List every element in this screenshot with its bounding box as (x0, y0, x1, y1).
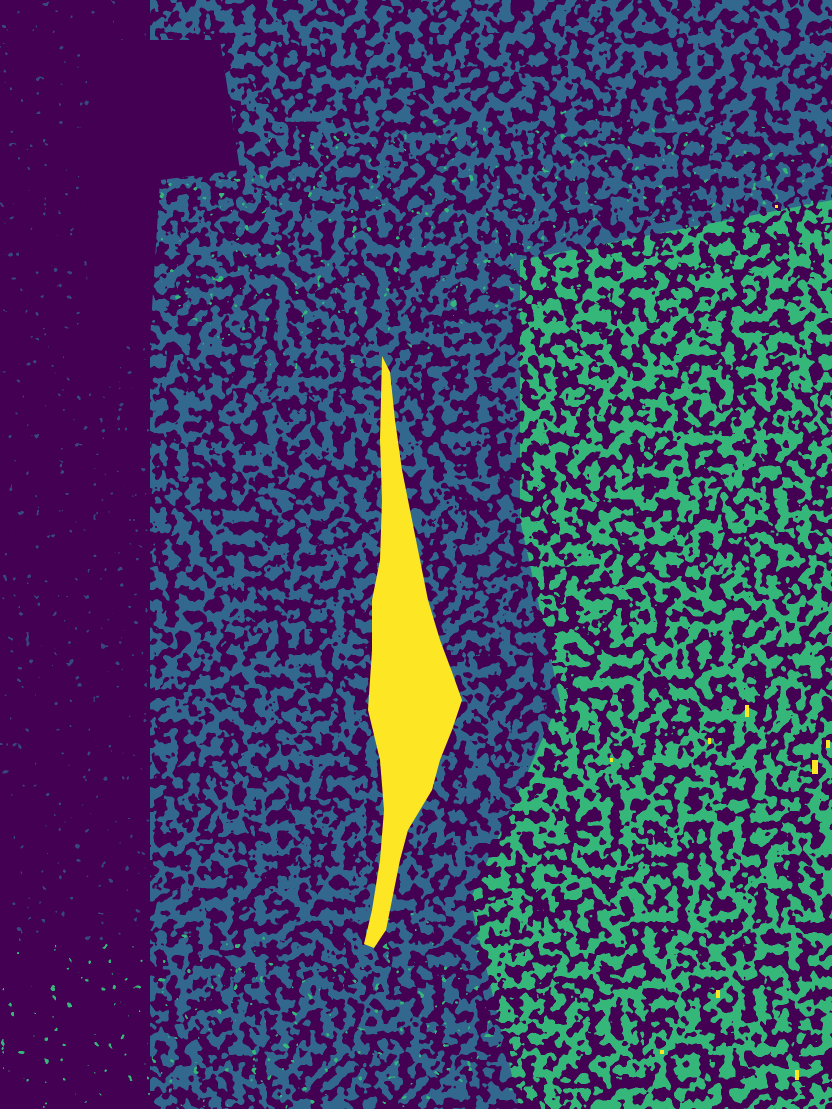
class-2-region-north (160, 100, 832, 380)
class-3-scattered-pixels (610, 205, 830, 1080)
class-0-band-west (240, 360, 370, 980)
class-2-region-east (470, 200, 832, 1109)
class-2-region-south (0, 900, 560, 1109)
class-0-dark-block (80, 40, 240, 340)
class-3-water-body (364, 356, 462, 948)
class-0-band-east (420, 360, 560, 860)
